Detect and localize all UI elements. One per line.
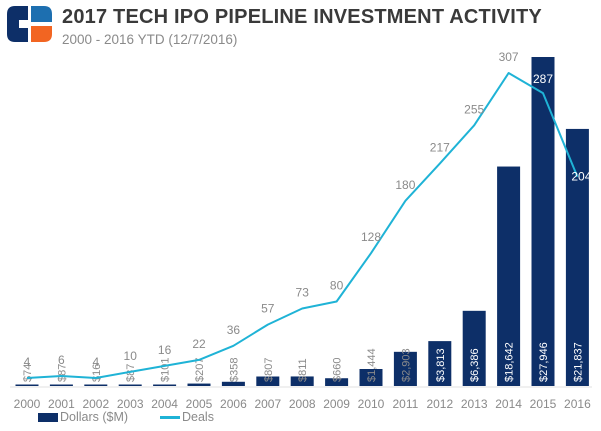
bar-label-2014: $18,642 xyxy=(504,342,516,382)
deals-label-2003: 10 xyxy=(124,349,138,363)
deals-label-2007: 57 xyxy=(261,302,275,316)
bar-label-2005: $207 xyxy=(194,358,206,382)
deals-label-2014: 307 xyxy=(499,50,519,64)
legend-label-dollars: Dollars ($M) xyxy=(60,410,129,424)
deals-label-2008: 73 xyxy=(296,286,310,300)
deals-label-2006: 36 xyxy=(227,323,241,337)
bar-2004 xyxy=(153,384,177,386)
x-tick-2008: 2008 xyxy=(289,397,316,411)
bar-label-2011: $2,903 xyxy=(400,348,412,382)
x-tick-2016: 2016 xyxy=(564,397,591,411)
x-tick-2014: 2014 xyxy=(495,397,522,411)
bar-2002 xyxy=(84,384,108,386)
logo-left-shape xyxy=(7,6,28,42)
x-tick-2003: 2003 xyxy=(117,397,144,411)
deals-label-2016: 204 xyxy=(571,170,591,184)
deals-label-2010: 128 xyxy=(361,230,381,244)
bar-2012 xyxy=(428,341,452,386)
bar-label-2016: $21,837 xyxy=(572,342,584,382)
chart-title: 2017 TECH IPO PIPELINE INVESTMENT ACTIVI… xyxy=(62,6,542,28)
x-tick-2007: 2007 xyxy=(254,397,281,411)
bar-label-2007: $807 xyxy=(263,358,275,382)
deals-label-2015: 287 xyxy=(533,72,553,86)
bar-2016 xyxy=(565,128,589,387)
bar-label-2003: $87 xyxy=(125,364,137,382)
logo-bottom-right-shape xyxy=(31,26,52,42)
x-tick-2015: 2015 xyxy=(530,397,557,411)
x-tick-2012: 2012 xyxy=(426,397,453,411)
deals-label-2001: 6 xyxy=(58,353,65,367)
bar-label-2015: $27,946 xyxy=(538,342,550,382)
x-tick-2001: 2001 xyxy=(48,397,75,411)
bar-2001 xyxy=(49,384,73,386)
bar-label-2004: $101 xyxy=(160,358,172,382)
deals-line xyxy=(26,72,579,379)
bar-2013 xyxy=(462,310,486,386)
legend-label-deals: Deals xyxy=(182,410,214,424)
legend-item-dollars: Dollars ($M) xyxy=(38,410,128,424)
bar-2014 xyxy=(497,166,521,386)
x-tick-2002: 2002 xyxy=(82,397,109,411)
bar-label-2009: $660 xyxy=(332,358,344,382)
x-tick-2013: 2013 xyxy=(461,397,488,411)
legend-item-deals: Deals xyxy=(160,410,214,424)
x-tick-2011: 2011 xyxy=(392,397,418,411)
legend-line-swatch xyxy=(160,415,180,419)
deals-label-2011: 180 xyxy=(395,178,415,192)
bar-2015 xyxy=(531,57,555,386)
chart-subtitle: 2000 - 2016 YTD (12/7/2016) xyxy=(62,32,238,47)
bar-label-2012: $3,813 xyxy=(435,348,447,382)
bar-2008 xyxy=(290,376,314,386)
company-logo xyxy=(7,6,52,42)
bar-label-2008: $811 xyxy=(297,358,309,382)
bar-2010 xyxy=(359,369,383,386)
bar-label-2001: $87 xyxy=(56,364,68,382)
bar-2009 xyxy=(325,378,349,386)
x-tick-2010: 2010 xyxy=(358,397,385,411)
bar-2007 xyxy=(256,376,280,386)
bar-2003 xyxy=(118,384,142,386)
x-tick-2006: 2006 xyxy=(220,397,247,411)
x-tick-2005: 2005 xyxy=(186,397,213,411)
deals-label-2005: 22 xyxy=(192,337,206,351)
bar-2000 xyxy=(15,384,39,386)
bar-label-2006: $358 xyxy=(228,358,240,382)
bar-label-2013: $6,386 xyxy=(469,348,481,382)
deals-label-2002: 4 xyxy=(92,355,99,369)
bar-2006 xyxy=(221,381,245,386)
logo-top-right-shape xyxy=(31,6,52,22)
deals-label-2009: 80 xyxy=(330,278,344,292)
x-tick-2009: 2009 xyxy=(323,397,350,411)
deals-label-2004: 16 xyxy=(158,343,172,357)
legend-bar-swatch xyxy=(38,412,58,422)
x-tick-2000: 2000 xyxy=(14,397,41,411)
x-tick-2004: 2004 xyxy=(151,397,178,411)
bar-label-2010: $1,444 xyxy=(366,348,378,382)
deals-label-2000: 4 xyxy=(24,355,31,369)
deals-label-2013: 255 xyxy=(464,102,484,116)
deals-label-2012: 217 xyxy=(430,141,450,155)
bar-2005 xyxy=(187,383,211,386)
bar-2011 xyxy=(393,351,417,386)
